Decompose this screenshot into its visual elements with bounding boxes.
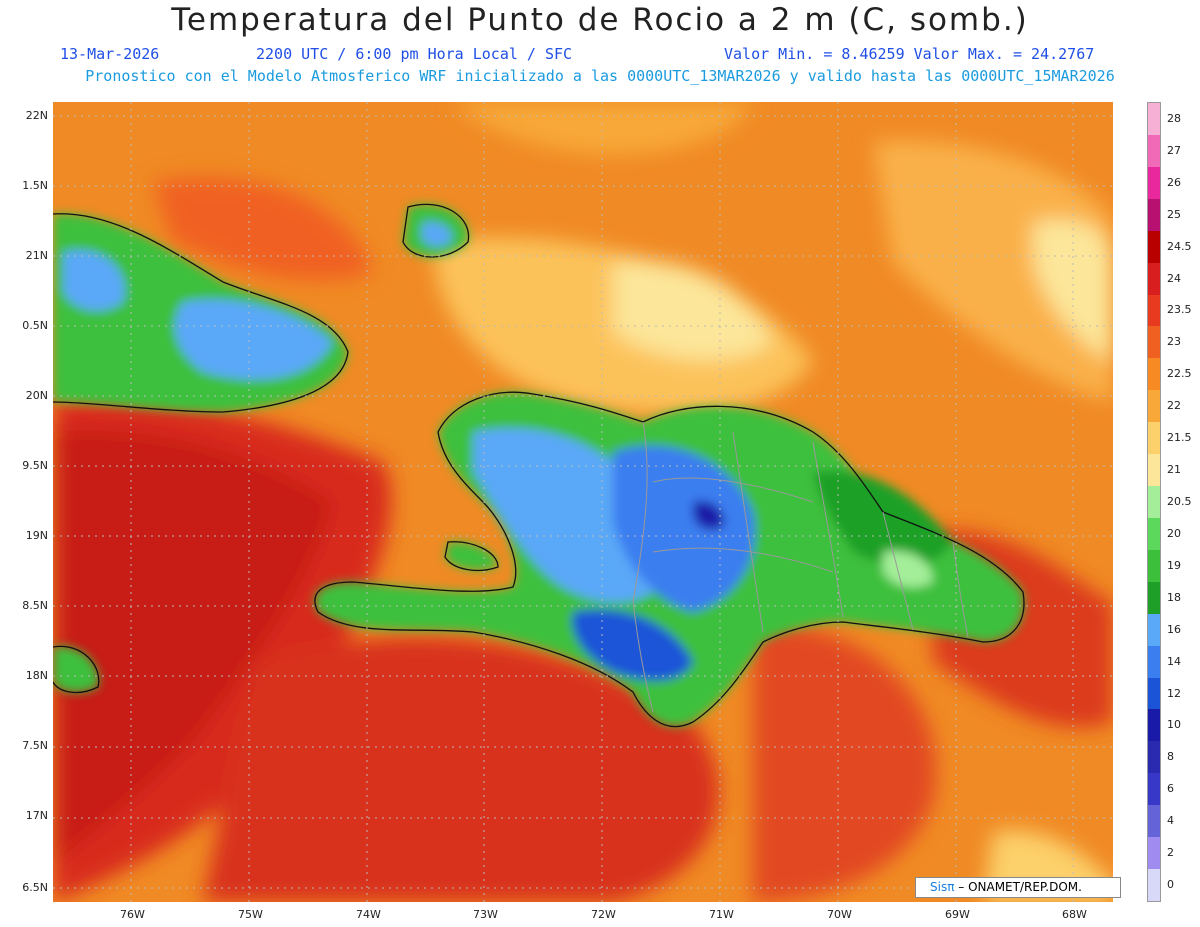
latitude-label: 22N <box>25 109 48 122</box>
colorbar-label: 22 <box>1167 399 1181 413</box>
longitude-label: 68W <box>1062 908 1087 921</box>
longitude-label: 74W <box>356 908 381 921</box>
colorbar-label: 6 <box>1167 782 1174 796</box>
colorbar-swatch <box>1148 390 1160 423</box>
latitude-label: 1.5N <box>22 179 48 192</box>
colorbar-swatch <box>1148 103 1160 136</box>
latitude-label: 17N <box>25 809 48 822</box>
colorbar-label: 26 <box>1167 175 1181 189</box>
colorbar-swatch <box>1148 454 1160 487</box>
colorbar-label: 2 <box>1167 846 1174 860</box>
colorbar-swatch <box>1148 709 1160 742</box>
colorbar-swatch <box>1148 486 1160 519</box>
coastlines <box>53 203 1025 728</box>
longitude-label: 69W <box>945 908 970 921</box>
longitude-label: 73W <box>473 908 498 921</box>
land-shading <box>53 204 1024 727</box>
longitude-label: 72W <box>591 908 616 921</box>
colorbar-label: 24 <box>1167 271 1181 285</box>
credit-brand: Sis <box>930 880 948 894</box>
colorbar-swatch <box>1148 581 1160 615</box>
forecast-date: 13-Mar-2026 <box>60 45 160 63</box>
latitude-label: 0.5N <box>22 319 48 332</box>
colorbar-swatch <box>1148 645 1160 679</box>
colorbar-label: 25 <box>1167 207 1181 221</box>
colorbar-label: 28 <box>1167 111 1181 125</box>
map-title: Temperatura del Punto de Rocio a 2 m (C,… <box>171 2 1029 38</box>
latitude-label: 6.5N <box>22 881 48 894</box>
latitude-label: 21N <box>25 249 48 262</box>
colorbar-swatch <box>1148 358 1160 391</box>
longitude-label: 71W <box>709 908 734 921</box>
colorbar-swatch <box>1148 294 1160 327</box>
credit-org: – ONAMET/REP.DOM. <box>954 880 1082 894</box>
colorbar-label: 19 <box>1167 558 1181 572</box>
colorbar-label: 12 <box>1167 686 1181 700</box>
colorbar-swatch <box>1148 166 1160 200</box>
longitude-label: 70W <box>827 908 852 921</box>
min-max-values: Valor Min. = 8.46259 Valor Max. = 24.276… <box>724 45 1095 63</box>
colorbar-swatch <box>1148 773 1160 806</box>
colorbar-swatch <box>1148 230 1160 264</box>
map-canvas <box>53 102 1113 902</box>
colorbar-label: 23.5 <box>1167 303 1192 317</box>
colorbar-label: 27 <box>1167 143 1181 157</box>
colorbar-swatch <box>1148 837 1160 870</box>
model-info: Pronostico con el Modelo Atmosferico WRF… <box>85 67 1115 85</box>
colorbar-swatch <box>1148 613 1160 647</box>
latitude-label: 8.5N <box>22 599 48 612</box>
colorbar-swatch <box>1148 326 1160 359</box>
dewpoint-map <box>53 102 1113 902</box>
colorbar-swatch <box>1148 549 1160 583</box>
latitude-label: 20N <box>25 389 48 402</box>
colorbar-label: 21 <box>1167 463 1181 477</box>
forecast-time: 2200 UTC / 6:00 pm Hora Local / SFC <box>256 45 573 63</box>
colorbar-label: 4 <box>1167 814 1174 828</box>
longitude-label: 75W <box>238 908 263 921</box>
colorbar-label: 14 <box>1167 654 1181 668</box>
colorbar-swatch <box>1148 869 1160 902</box>
longitude-label: 76W <box>120 908 145 921</box>
colorbar-label: 21.5 <box>1167 431 1192 445</box>
colorbar-label: 10 <box>1167 718 1181 732</box>
colorbar-swatch <box>1148 198 1160 232</box>
credit-box: Sisπ – ONAMET/REP.DOM. <box>915 877 1121 898</box>
latitude-label: 19N <box>25 529 48 542</box>
colorbar-swatch <box>1148 741 1160 774</box>
pi-icon: π <box>947 880 955 894</box>
latitude-label: 9.5N <box>22 459 48 472</box>
colorbar-label: 8 <box>1167 750 1174 764</box>
colorbar-swatch <box>1148 262 1160 295</box>
colorbar-swatch <box>1148 422 1160 455</box>
latitude-label: 7.5N <box>22 739 48 752</box>
province-borders <box>632 421 969 713</box>
colorbar-swatch <box>1148 677 1160 710</box>
colorbar-label: 20 <box>1167 526 1181 540</box>
colorbar-swatch <box>1148 805 1160 838</box>
colorbar-label: 16 <box>1167 622 1181 636</box>
colorbar-swatch <box>1148 517 1160 551</box>
colorbar-label: 23 <box>1167 335 1181 349</box>
colorbar-label: 18 <box>1167 590 1181 604</box>
colorbar-label: 24.5 <box>1167 239 1192 253</box>
latitude-label: 18N <box>25 669 48 682</box>
colorbar-label: 0 <box>1167 878 1174 892</box>
colorbar-label: 22.5 <box>1167 367 1192 381</box>
colorbar-label: 20.5 <box>1167 495 1192 508</box>
colorbar <box>1147 102 1161 902</box>
colorbar-swatch <box>1148 134 1160 168</box>
dewpoint-shading <box>53 102 1113 902</box>
